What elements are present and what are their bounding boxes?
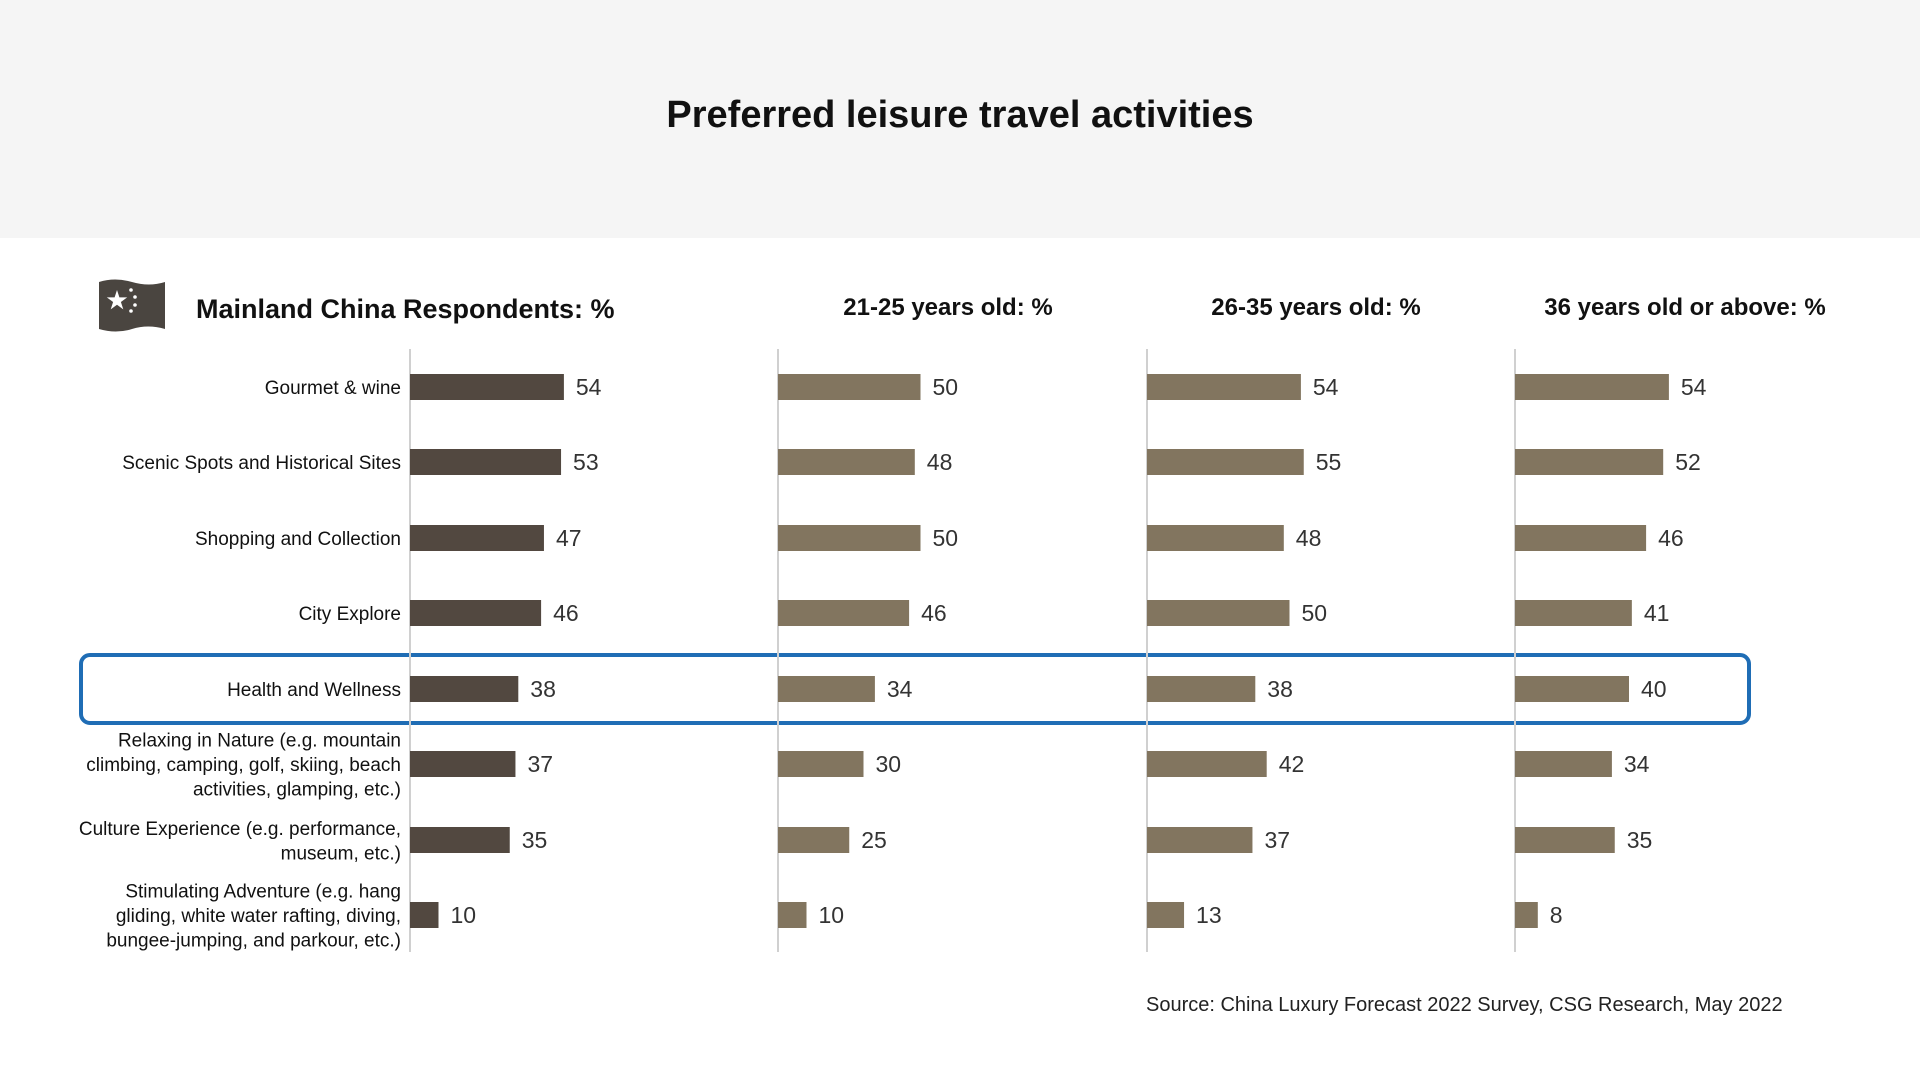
bar: [410, 600, 542, 626]
panel-title: Mainland China Respondents: %: [196, 294, 615, 324]
panel-title: 36 years old or above: %: [1544, 294, 1825, 321]
bar: [1515, 827, 1615, 853]
value-label: 37: [1264, 827, 1290, 853]
bar: [1147, 676, 1256, 702]
header-band: [0, 0, 1920, 238]
bar: [410, 449, 562, 475]
value-label: 41: [1644, 600, 1670, 626]
bar: [778, 676, 875, 702]
bar: [410, 676, 519, 702]
page-title: Preferred leisure travel activities: [666, 94, 1254, 136]
value-label: 50: [933, 525, 959, 551]
bar: [1515, 751, 1612, 777]
bar: [778, 525, 921, 551]
value-label: 54: [1681, 374, 1707, 400]
panel-title: 21-25 years old: %: [843, 294, 1052, 321]
bar: [778, 374, 921, 400]
value-label: 46: [553, 600, 579, 626]
value-label: 38: [530, 676, 556, 702]
bar: [1147, 751, 1267, 777]
value-label: 48: [1296, 525, 1322, 551]
bar: [1147, 449, 1304, 475]
category-label: City Explore: [299, 604, 401, 625]
bar: [1147, 600, 1290, 626]
source-note: Source: China Luxury Forecast 2022 Surve…: [1146, 994, 1783, 1016]
value-label: 40: [1641, 676, 1667, 702]
value-label: 50: [1302, 600, 1328, 626]
category-label: Health and Wellness: [227, 680, 401, 701]
value-label: 54: [576, 374, 602, 400]
category-label: Shopping and Collection: [195, 529, 401, 550]
value-label: 46: [921, 600, 947, 626]
value-label: 42: [1279, 751, 1305, 777]
bar: [778, 600, 910, 626]
value-label: 25: [861, 827, 887, 853]
bar: [1147, 525, 1284, 551]
bar: [1515, 525, 1647, 551]
category-label: Gourmet & wine: [265, 378, 401, 399]
bar: [778, 827, 850, 853]
value-label: 50: [933, 374, 959, 400]
bar: [410, 525, 544, 551]
category-label: Relaxing in Nature (e.g. mountain climbin…: [86, 731, 401, 801]
value-label: 38: [1267, 676, 1293, 702]
value-label: 10: [819, 902, 845, 928]
value-label: 8: [1550, 902, 1563, 928]
category-label: Culture Experience (e.g. performance, mus…: [79, 819, 401, 865]
value-label: 30: [876, 751, 902, 777]
value-label: 34: [887, 676, 913, 702]
bar: [1515, 374, 1669, 400]
value-label: 34: [1624, 751, 1650, 777]
bar: [1515, 600, 1632, 626]
value-label: 52: [1675, 449, 1701, 475]
category-label: Stimulating Adventure (e.g. hang gliding,…: [106, 882, 401, 952]
category-label: Scenic Spots and Historical Sites: [122, 453, 401, 474]
bar: [1515, 676, 1629, 702]
value-label: 35: [1627, 827, 1653, 853]
value-label: 48: [927, 449, 953, 475]
bar: [778, 902, 807, 928]
value-label: 46: [1658, 525, 1684, 551]
bar: [1147, 902, 1185, 928]
bar: [1147, 827, 1253, 853]
value-label: 37: [527, 751, 553, 777]
value-label: 10: [451, 902, 477, 928]
bar: [410, 902, 439, 928]
value-label: 35: [522, 827, 548, 853]
value-label: 54: [1313, 374, 1339, 400]
bar: [1515, 902, 1538, 928]
bar: [778, 751, 864, 777]
bar: [778, 449, 915, 475]
panel-title: 26-35 years old: %: [1211, 294, 1420, 321]
value-label: 47: [556, 525, 582, 551]
value-label: 13: [1196, 902, 1222, 928]
bar: [410, 827, 510, 853]
bar: [410, 751, 516, 777]
bar: [410, 374, 564, 400]
value-label: 55: [1316, 449, 1342, 475]
china-flag-icon: [99, 279, 165, 332]
value-label: 53: [573, 449, 599, 475]
highlight-box: [79, 653, 1751, 725]
bar: [1147, 374, 1301, 400]
bar: [1515, 449, 1664, 475]
